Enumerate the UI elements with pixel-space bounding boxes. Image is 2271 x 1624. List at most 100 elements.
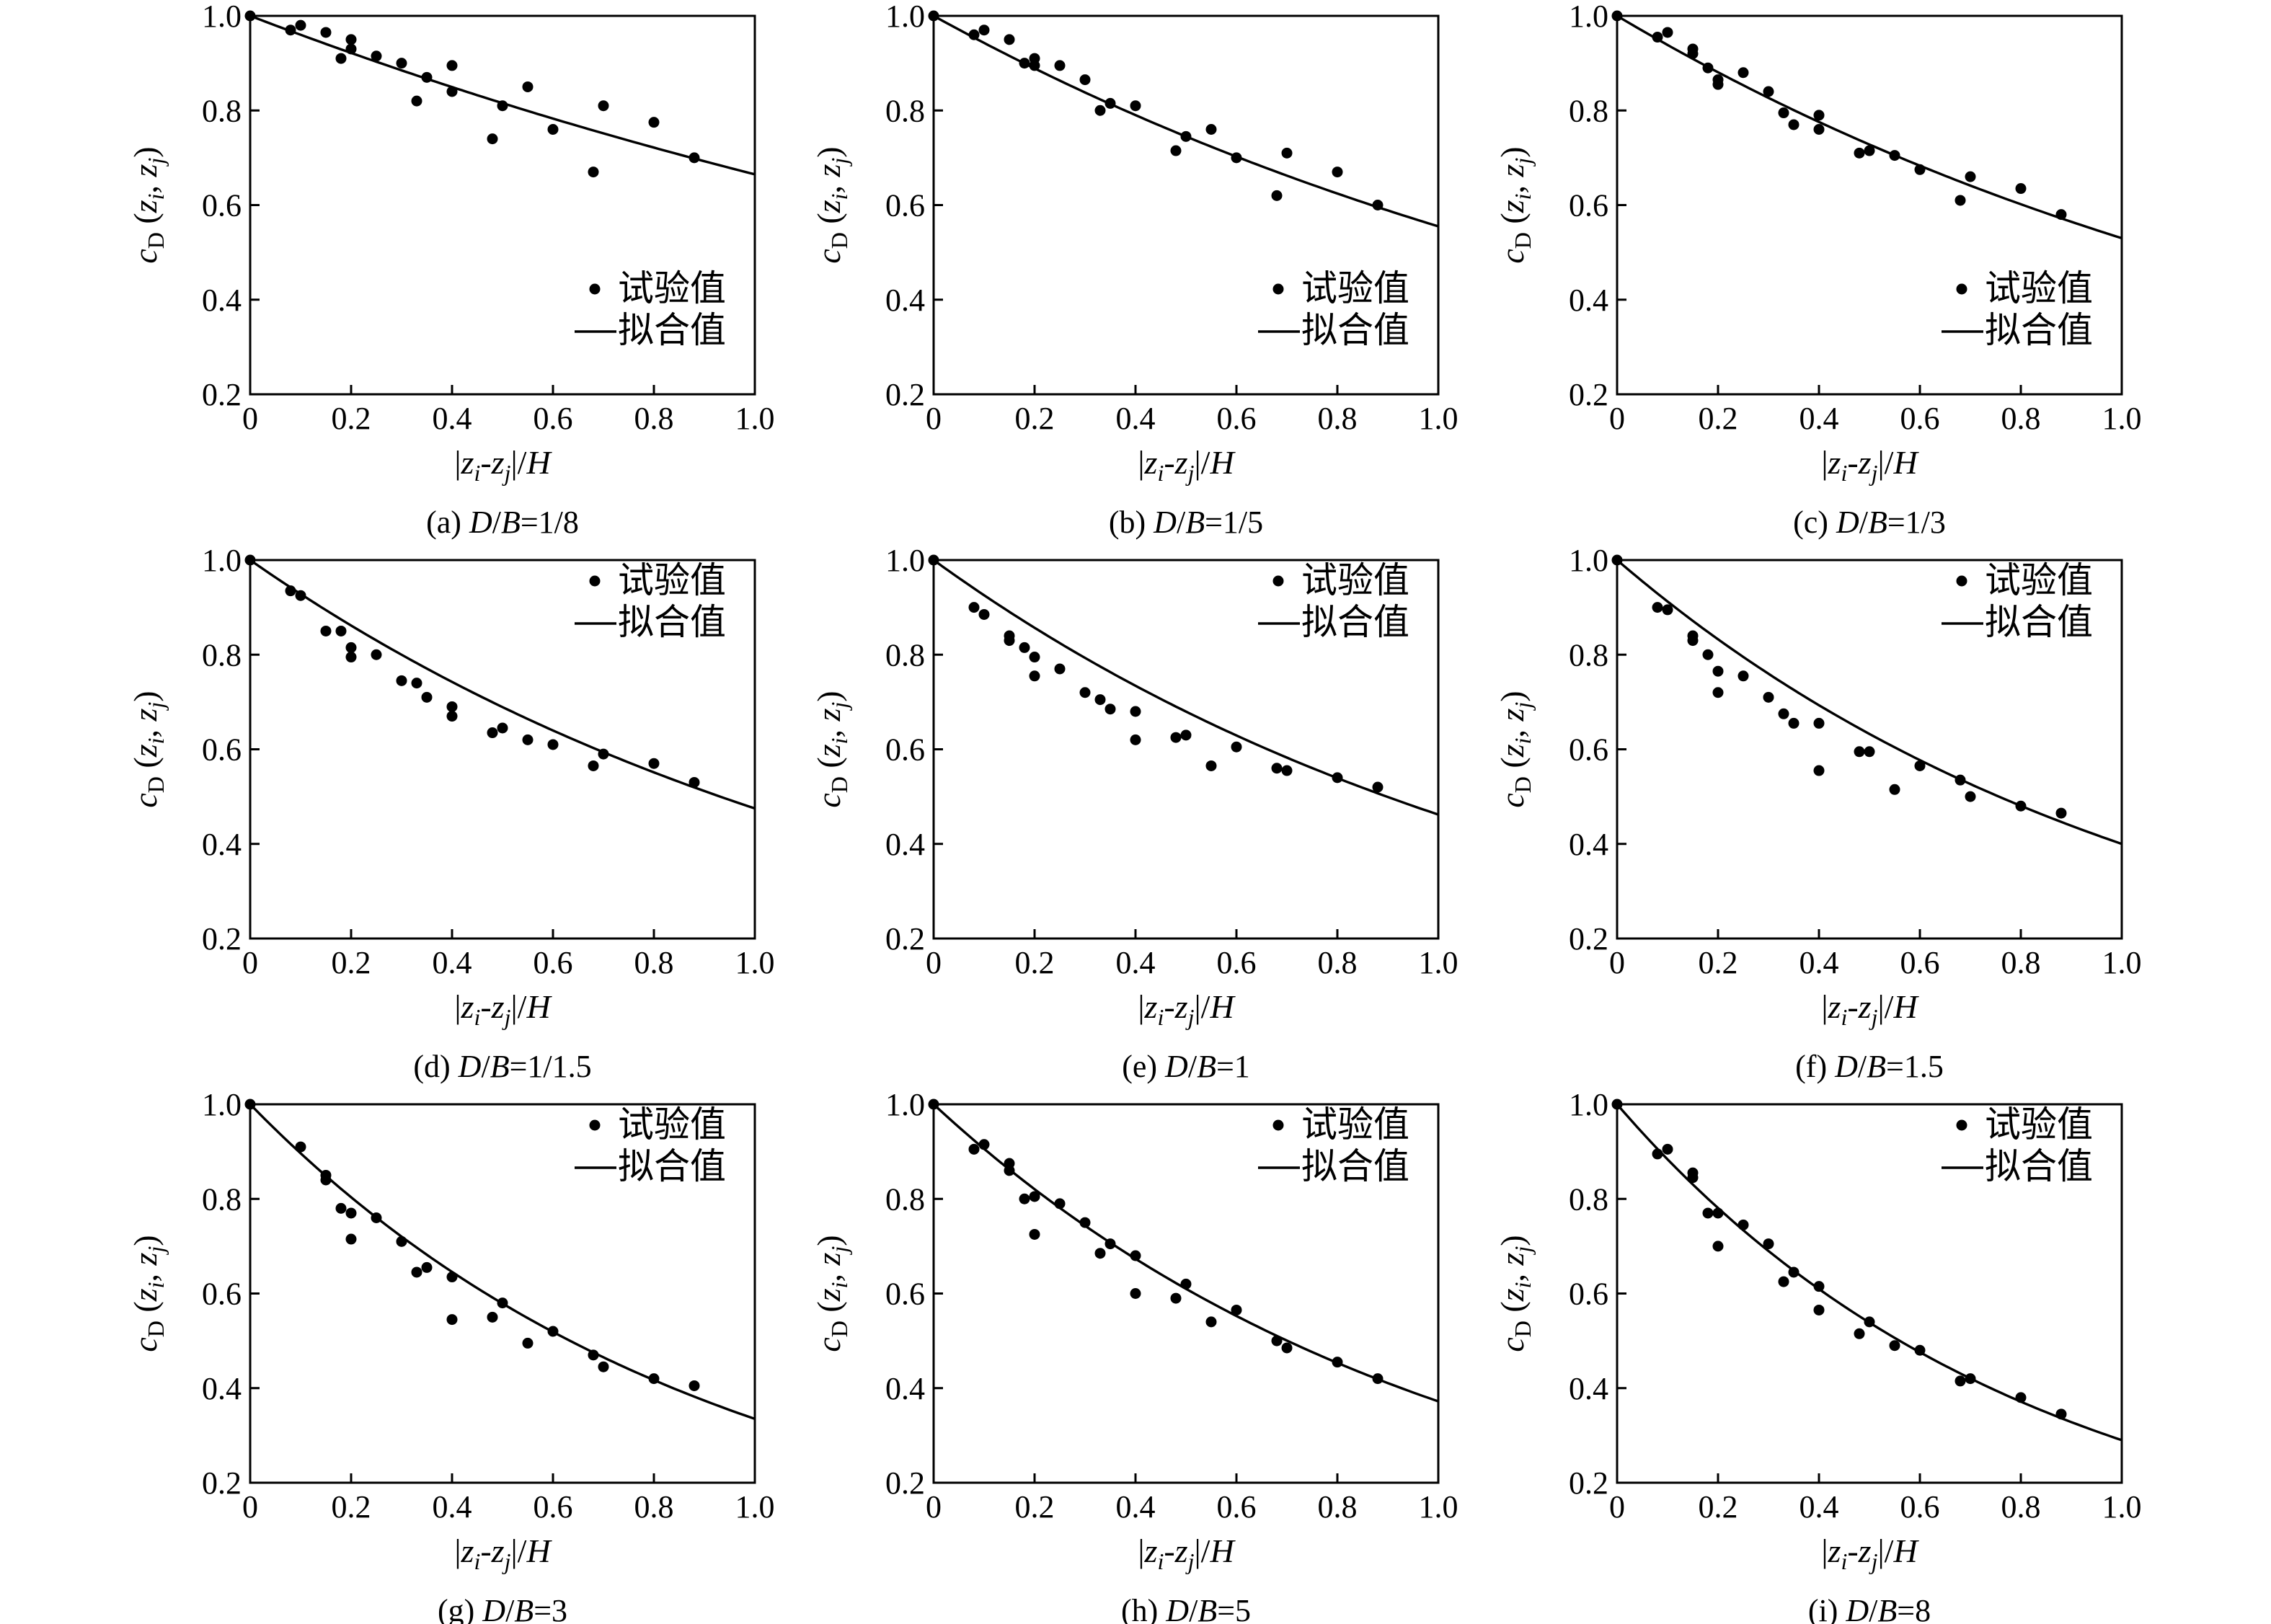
x-tick-label: 0.6 xyxy=(1217,1489,1257,1525)
y-tick-label: 0.8 xyxy=(885,637,925,673)
data-point xyxy=(648,1373,660,1385)
data-point xyxy=(497,100,508,112)
subplot-caption: (d) D/B=1/1.5 xyxy=(413,1049,591,1084)
x-axis-label: |zi-zj|/H xyxy=(1138,988,1236,1030)
y-axis-label: cD (zi, zj) xyxy=(1494,146,1536,263)
data-point xyxy=(1712,1207,1724,1219)
x-tick-label: 1.0 xyxy=(2102,945,2142,980)
y-tick-label: 0.4 xyxy=(1569,1371,1608,1406)
data-point xyxy=(446,1314,458,1326)
x-axis-label: |zi-zj|/H xyxy=(1138,1532,1236,1574)
data-point xyxy=(1813,124,1825,135)
y-tick-label: 0.2 xyxy=(202,1465,242,1501)
data-point xyxy=(1170,732,1182,743)
data-point xyxy=(1662,1143,1673,1155)
data-point xyxy=(522,734,534,745)
data-point xyxy=(689,152,700,164)
data-point xyxy=(547,739,559,750)
data-point xyxy=(1702,62,1714,74)
data-point xyxy=(928,1099,939,1110)
data-point xyxy=(371,1212,382,1223)
subplot-h: 0 0.2 0.4 0.6 0.8 1.00.20.40.60.81.0 试验值拟合值cD … xyxy=(810,1087,1458,1624)
data-point xyxy=(1611,1099,1623,1110)
x-tick-label: 0.8 xyxy=(2001,401,2041,436)
data-point xyxy=(396,58,407,69)
data-point xyxy=(1914,760,1926,771)
data-point xyxy=(978,25,990,36)
data-point xyxy=(497,1297,508,1309)
data-point xyxy=(1079,687,1091,698)
x-tick-label: 1.0 xyxy=(1419,401,1458,436)
data-point xyxy=(1854,746,1865,758)
data-point xyxy=(1332,1357,1343,1368)
data-point xyxy=(2055,209,2067,221)
data-point xyxy=(345,652,357,663)
data-point xyxy=(928,10,939,22)
data-point xyxy=(335,625,347,636)
data-point xyxy=(1372,200,1384,210)
x-axis-label: |zi-zj|/H xyxy=(1821,1532,1919,1574)
fit-curve xyxy=(933,559,1439,816)
x-tick-label: 0.8 xyxy=(2001,945,2041,980)
y-tick-label: 0.8 xyxy=(202,637,242,673)
data-point xyxy=(411,1266,422,1278)
x-tick-label: 0 xyxy=(242,401,258,436)
y-axis-label: cD (zi, zj) xyxy=(127,146,169,263)
y-tick-label: 0.4 xyxy=(1569,283,1608,318)
y-tick-label: 0.2 xyxy=(202,921,242,957)
data-point xyxy=(1662,27,1673,38)
x-tick-label: 0.4 xyxy=(1116,1489,1156,1525)
y-tick-label: 0.2 xyxy=(1569,377,1608,412)
data-point xyxy=(345,1207,357,1219)
data-point xyxy=(1702,1207,1714,1219)
data-point xyxy=(1652,32,1663,43)
data-point xyxy=(1652,602,1663,613)
legend-marker-test xyxy=(1272,575,1284,587)
data-point xyxy=(1004,1165,1015,1176)
data-point xyxy=(1965,791,1976,802)
legend-label-fit: 拟合值 xyxy=(1301,602,1409,642)
y-tick-label: 0.4 xyxy=(202,1371,242,1406)
data-point xyxy=(396,1235,407,1247)
data-point xyxy=(446,701,458,712)
y-tick-label: 0.6 xyxy=(202,732,242,768)
data-point xyxy=(335,1202,347,1214)
x-axis-label: |zi-zj|/H xyxy=(454,1532,552,1574)
data-point xyxy=(1029,652,1040,663)
data-point xyxy=(1662,604,1673,616)
data-point xyxy=(1104,704,1116,715)
y-tick-label: 0.8 xyxy=(1569,93,1608,128)
y-tick-label: 1.0 xyxy=(1569,543,1608,578)
data-point xyxy=(1813,717,1825,729)
x-tick-label: 0.6 xyxy=(1217,945,1257,980)
data-point xyxy=(421,691,433,703)
y-tick-label: 0.4 xyxy=(885,827,925,862)
data-point xyxy=(1687,1172,1699,1184)
x-tick-label: 0 xyxy=(242,1489,258,1525)
data-point xyxy=(1019,58,1030,69)
x-tick-label: 0.6 xyxy=(1900,945,1940,980)
data-point xyxy=(1813,1304,1825,1315)
data-point xyxy=(1130,734,1141,745)
y-axis-label: cD (zi, zj) xyxy=(810,691,852,807)
x-tick-label: 0 xyxy=(926,1489,942,1525)
data-point xyxy=(1813,110,1825,121)
data-point xyxy=(1889,784,1900,795)
subplot-caption: (f) D/B=1.5 xyxy=(1795,1049,1944,1084)
x-tick-label: 0.4 xyxy=(433,945,472,980)
data-point xyxy=(1079,1217,1091,1228)
data-point xyxy=(1712,79,1724,90)
y-tick-label: 0.4 xyxy=(885,283,925,318)
x-tick-label: 0.4 xyxy=(1799,945,1839,980)
data-point xyxy=(1019,642,1030,653)
data-point xyxy=(345,642,357,653)
subplot-f: 0 0.2 0.4 0.6 0.8 1.00.20.40.60.81.0 试验值拟合值cD … xyxy=(1494,543,2142,1084)
data-point xyxy=(2015,183,2027,195)
data-point xyxy=(1813,765,1825,776)
x-tick-label: 0.4 xyxy=(433,1489,472,1525)
data-point xyxy=(295,19,306,31)
data-point xyxy=(1914,164,1926,175)
data-point xyxy=(1029,670,1040,682)
legend-marker-test xyxy=(1272,1119,1284,1131)
data-point xyxy=(648,758,660,769)
